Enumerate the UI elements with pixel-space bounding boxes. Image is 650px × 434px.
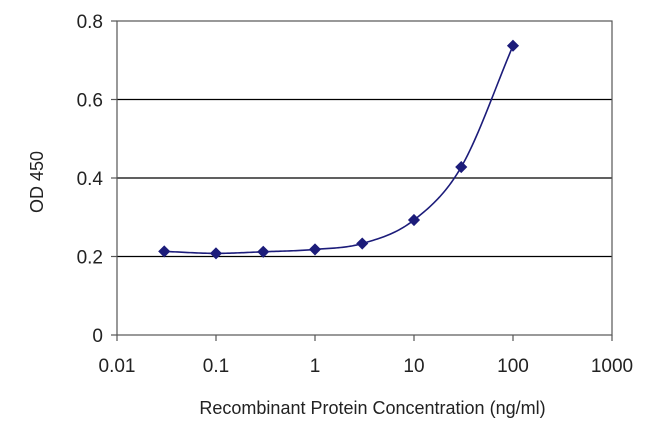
data-point — [455, 160, 468, 174]
grid-lines — [117, 98, 612, 258]
y-tick-label: 0.2 — [77, 248, 103, 269]
x-tick-label: 10 — [403, 356, 424, 377]
x-axis-label: Recombinant Protein Concentration (ng/ml… — [199, 398, 545, 418]
data-point — [158, 245, 171, 258]
fit-curve — [164, 45, 514, 255]
data-point — [506, 39, 520, 52]
data-point — [356, 237, 369, 250]
y-tick-label: 0.4 — [77, 169, 104, 190]
y-tick-label: 0 — [92, 326, 103, 347]
x-tick-label: 0.1 — [203, 356, 229, 377]
x-tick-label: 100 — [497, 356, 529, 377]
y-axis: 0 0.2 0.4 0.6 0.8 — [77, 12, 117, 347]
x-tick-label: 1000 — [591, 356, 633, 377]
x-axis: 0.01 0.1 1 10 100 1000 — [99, 335, 633, 377]
x-tick-label: 0.01 — [99, 356, 136, 377]
y-tick-label: 0.6 — [77, 91, 103, 112]
y-axis-label: OD 450 — [27, 151, 47, 213]
x-tick-label: 1 — [310, 356, 321, 377]
data-points — [158, 39, 520, 260]
data-point — [257, 245, 270, 258]
data-point — [308, 243, 322, 256]
data-point — [407, 213, 421, 227]
y-tick-label: 0.8 — [77, 12, 103, 33]
data-point — [209, 247, 223, 260]
fit-curve-group — [164, 45, 514, 255]
